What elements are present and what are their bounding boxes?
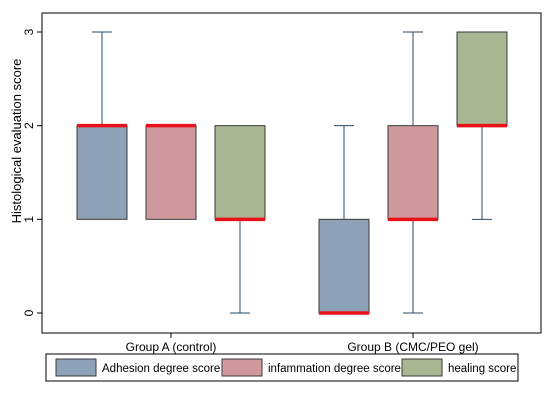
box-2-0 [214, 125, 266, 314]
box-body [76, 125, 128, 220]
box-2-1 [456, 31, 508, 220]
legend-swatch [221, 358, 263, 377]
box-body [214, 125, 266, 220]
box-0-1 [318, 125, 370, 315]
y-tick-label: 1 [22, 216, 36, 223]
box-series [76, 31, 508, 315]
x-tick-label: Group B (CMC/PEO gel) [347, 340, 478, 354]
box-body [387, 125, 439, 220]
y-tick-label: 3 [22, 28, 36, 35]
legend-swatch [55, 358, 97, 377]
legend-label: infammation degree score [268, 363, 401, 375]
legend-swatch [401, 358, 443, 377]
legend-label: healing score [448, 363, 516, 375]
y-tick-label: 2 [22, 122, 36, 129]
y-axis-title: Histological evaluation score [9, 59, 24, 224]
box-body [318, 218, 370, 314]
y-axis: 0 1 2 3 [22, 28, 42, 316]
legend: Adhesion degree score infammation degree … [45, 353, 519, 382]
x-axis: Group A (control) Group B (CMC/PEO gel) [126, 333, 479, 354]
y-tick-label: 0 [22, 309, 36, 316]
box-body [145, 125, 197, 220]
box-body [456, 31, 508, 127]
box-1-1 [387, 31, 439, 314]
x-tick-label: Group A (control) [126, 340, 217, 354]
box-0-0 [76, 31, 128, 220]
box-1-0 [145, 123, 197, 220]
legend-label: Adhesion degree score [102, 363, 220, 375]
